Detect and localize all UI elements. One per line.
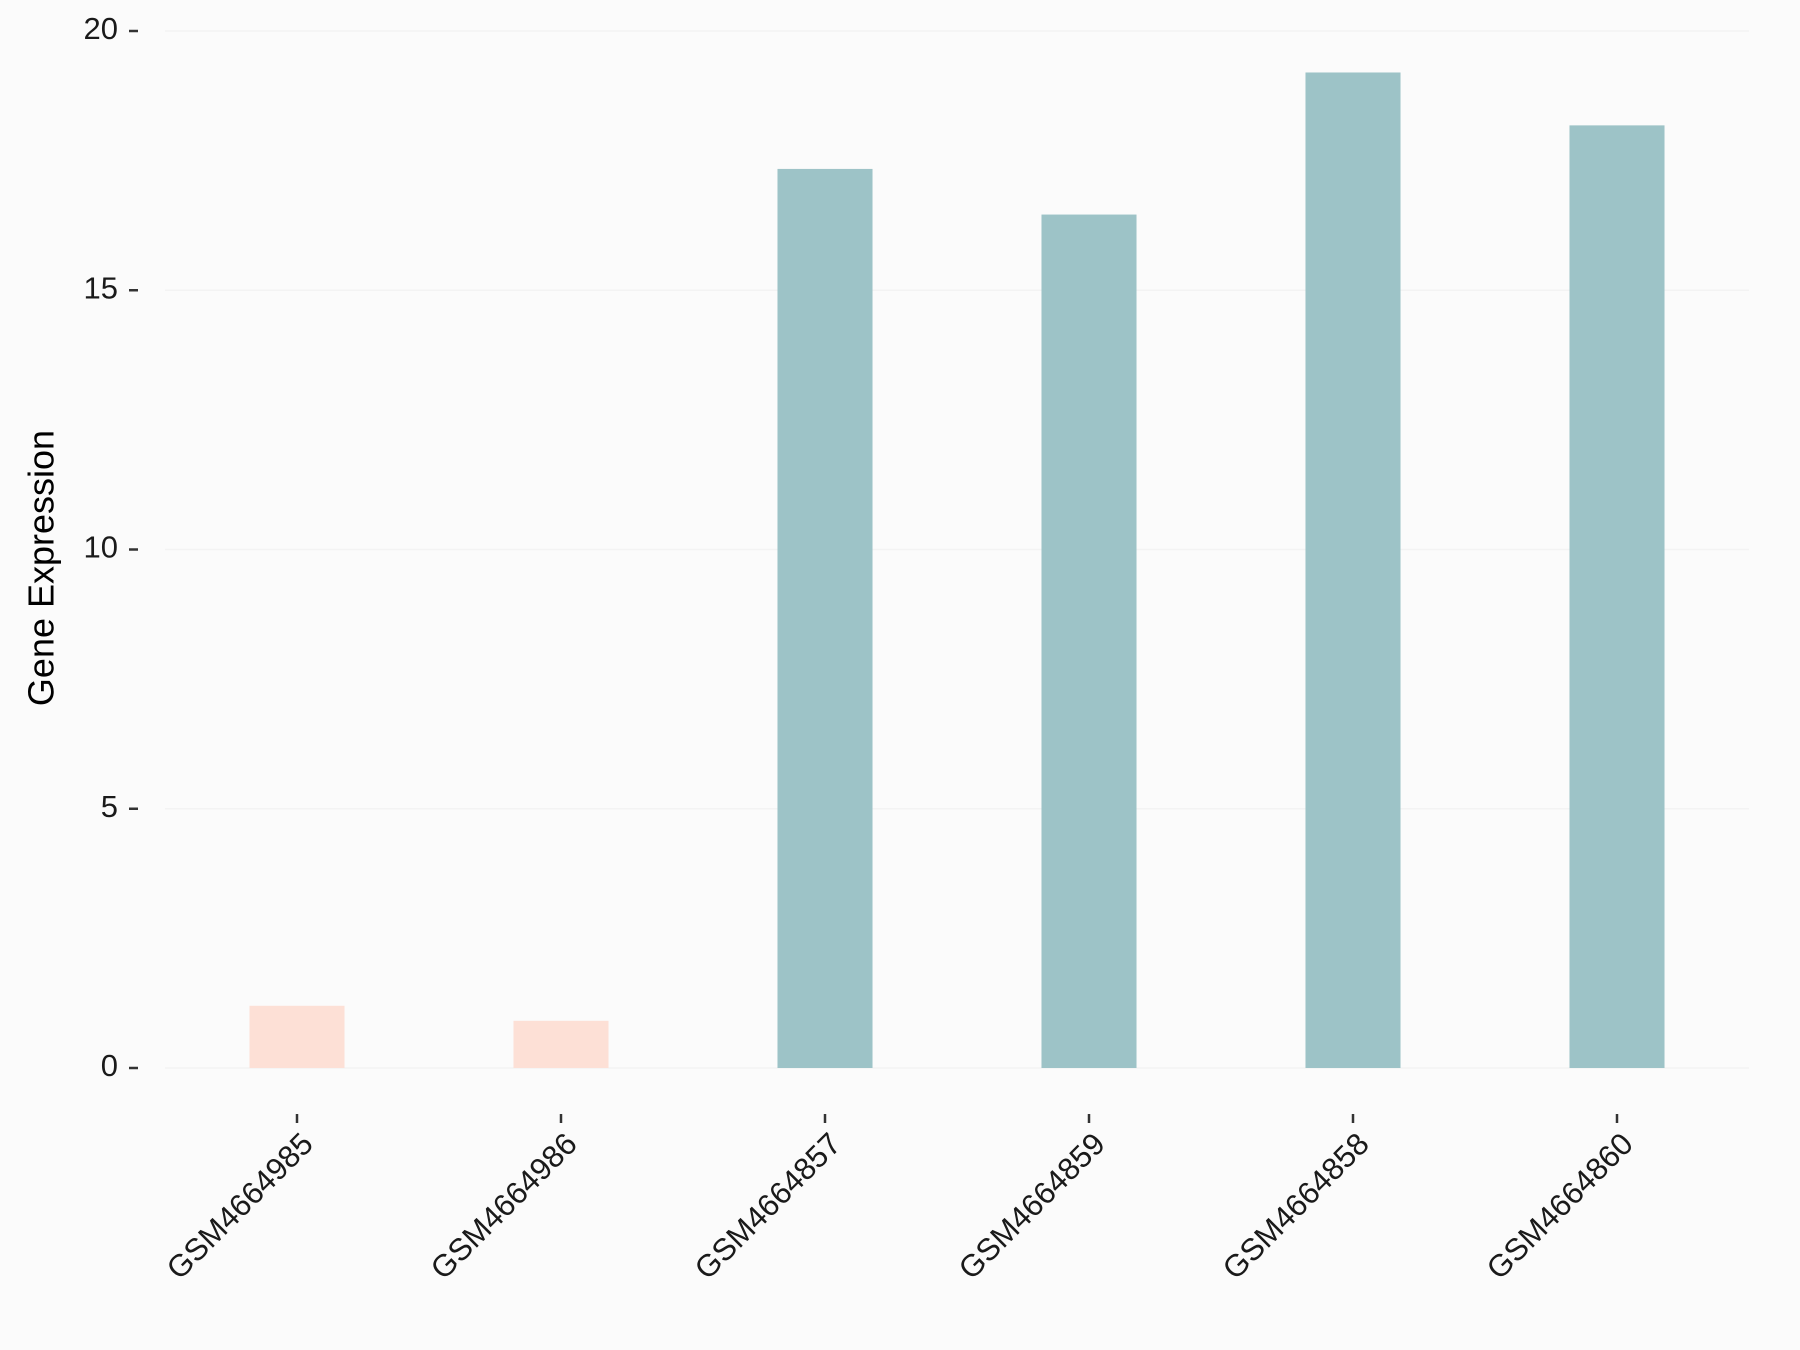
y-tick-label: 15 <box>84 270 118 305</box>
bar <box>777 168 873 1068</box>
y-tick-label: 5 <box>101 789 118 824</box>
bar <box>249 1005 345 1068</box>
y-tick-label: 0 <box>101 1048 118 1083</box>
bar <box>1569 125 1665 1068</box>
bar <box>1041 214 1137 1068</box>
y-axis-title: Gene Expression <box>21 430 62 706</box>
y-tick-label: 10 <box>84 530 118 565</box>
y-tick-label: 20 <box>84 11 118 46</box>
bar <box>513 1020 609 1068</box>
bar <box>1305 72 1401 1069</box>
